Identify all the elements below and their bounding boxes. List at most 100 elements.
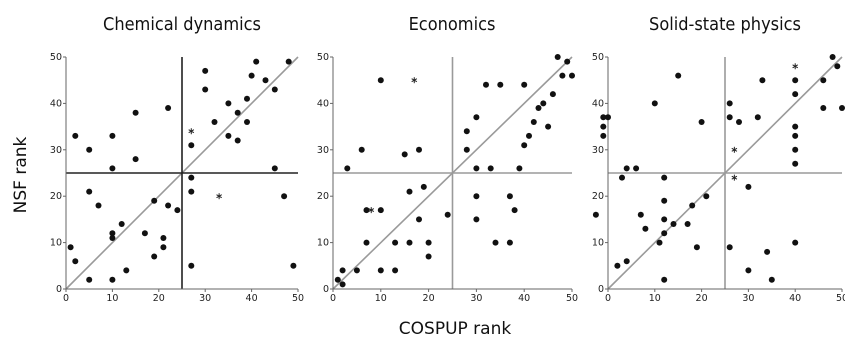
data-point <box>506 193 513 200</box>
x-tick-label: 30 <box>199 293 211 304</box>
data-point <box>334 276 341 283</box>
data-point <box>530 119 537 125</box>
data-point <box>792 77 799 84</box>
data-point <box>132 156 139 163</box>
y-tick-label: 40 <box>317 98 329 109</box>
panel-solid-state-physics: Solid-state physics 0 10 20 30 40 50 0 10 20 30 40 5… <box>592 14 845 304</box>
x-tick-label: 0 <box>330 293 336 304</box>
data-point <box>463 128 470 135</box>
data-point <box>86 276 93 283</box>
data-point <box>353 267 360 274</box>
data-point <box>248 72 255 79</box>
data-point <box>768 276 775 283</box>
panel-economics: Economics 0 10 20 30 40 50 0 10 20 30 40 50 <box>317 14 599 304</box>
data-point <box>160 244 167 251</box>
data-point <box>401 151 408 158</box>
data-point <box>745 183 752 190</box>
data-point <box>160 235 167 241</box>
data-point <box>820 77 827 84</box>
data-point <box>363 207 370 214</box>
data-point <box>188 174 195 181</box>
data-point <box>689 202 696 209</box>
y-tick-label: 30 <box>592 145 604 156</box>
data-point <box>726 114 733 121</box>
data-point <box>188 188 195 195</box>
data-point <box>661 197 668 204</box>
x-tick-label: 50 <box>292 293 304 304</box>
data-point <box>754 114 761 121</box>
data-point <box>545 123 552 130</box>
data-point <box>605 114 611 121</box>
data-point <box>473 216 480 223</box>
data-point <box>202 86 209 93</box>
data-point <box>521 142 528 149</box>
data-point <box>521 81 528 88</box>
data-point <box>792 239 799 246</box>
data-point <box>109 235 116 241</box>
data-point <box>820 105 827 111</box>
data-point <box>392 267 399 274</box>
data-point <box>633 165 640 172</box>
data-point <box>703 193 710 200</box>
data-point <box>377 267 384 274</box>
data-point <box>623 258 630 265</box>
x-tick-label: 10 <box>649 293 661 304</box>
data-point <box>377 77 384 84</box>
y-tick-label: 0 <box>56 284 62 295</box>
asterisk-marker <box>731 174 738 181</box>
data-point <box>109 276 116 283</box>
y-tick-label: 50 <box>50 52 62 63</box>
y-tick-label: 50 <box>592 52 604 63</box>
data-point <box>535 105 542 111</box>
data-point <box>463 146 470 153</box>
data-point <box>72 258 79 265</box>
data-point <box>693 244 700 251</box>
data-point <box>661 174 668 181</box>
asterisk-marker <box>188 128 195 135</box>
data-point <box>420 183 427 190</box>
data-point <box>109 165 116 172</box>
data-point <box>473 193 480 200</box>
data-point <box>759 77 766 84</box>
data-point <box>211 119 218 125</box>
data-point <box>839 105 845 111</box>
data-point <box>285 58 292 65</box>
data-point <box>290 262 297 269</box>
data-point <box>792 160 799 167</box>
data-point <box>202 67 209 74</box>
data-point <box>554 54 561 60</box>
data-point <box>225 100 232 107</box>
data-point <box>165 105 172 111</box>
data-point <box>726 100 733 107</box>
x-tick-label: 30 <box>742 293 754 304</box>
y-tick-label: 0 <box>323 284 329 295</box>
x-tick-label: 30 <box>470 293 482 304</box>
y-tick-label: 10 <box>50 238 62 249</box>
data-point <box>281 193 288 200</box>
data-point <box>483 81 489 88</box>
data-point <box>623 165 630 172</box>
data-point <box>661 230 668 237</box>
data-point <box>670 221 677 227</box>
data-point <box>132 109 139 116</box>
x-tick-label: 20 <box>423 293 435 304</box>
data-point <box>600 114 607 121</box>
data-point <box>661 216 668 223</box>
data-point <box>86 146 93 153</box>
data-point <box>406 239 413 246</box>
data-point <box>234 137 241 144</box>
data-point <box>234 109 241 116</box>
panel-title: Chemical dynamics <box>103 14 261 35</box>
y-tick-label: 0 <box>598 284 604 295</box>
y-axis-label: NSF rank <box>11 136 31 213</box>
data-point <box>569 72 575 79</box>
data-point <box>416 216 422 223</box>
data-point <box>244 95 250 102</box>
data-point <box>188 142 195 149</box>
data-point <box>487 165 494 172</box>
data-point <box>151 253 158 260</box>
data-point <box>95 202 102 209</box>
data-point <box>72 132 79 139</box>
panel-title: Economics <box>409 14 496 35</box>
